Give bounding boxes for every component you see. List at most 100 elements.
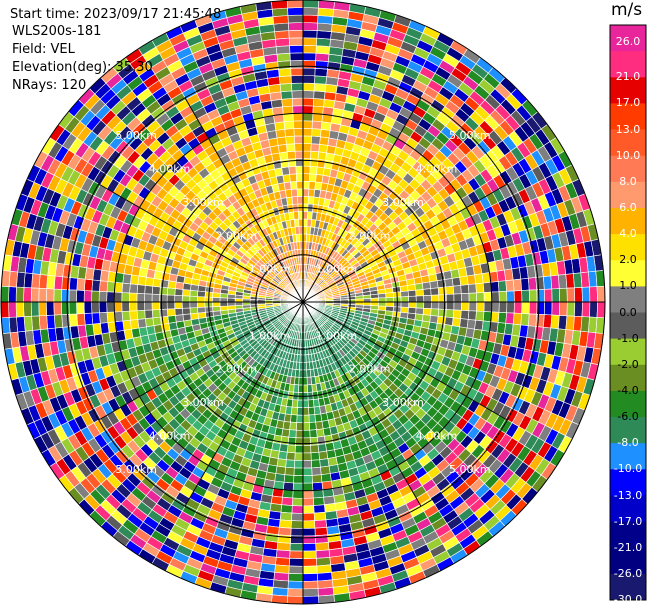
velocity-gate (566, 287, 576, 303)
velocity-gate (474, 273, 484, 285)
velocity-gate (536, 289, 545, 303)
velocity-gate (528, 289, 538, 303)
velocity-gate (38, 287, 48, 303)
colorbar-tick-label: -17.0 (613, 514, 643, 528)
velocity-gate (283, 120, 295, 130)
velocity-gate (302, 505, 315, 514)
velocity-gate (144, 301, 153, 311)
velocity-gate (452, 285, 462, 295)
velocity-gate (151, 293, 161, 303)
colorbar-tick-label: -4.0 (617, 383, 639, 397)
velocity-gate (287, 14, 304, 24)
velocity-gate (415, 289, 424, 297)
range-ring-label: 1.00km (249, 329, 291, 342)
velocity-gate (302, 143, 312, 152)
velocity-gate (166, 308, 176, 317)
velocity-gate (415, 295, 425, 303)
velocity-gate (15, 301, 25, 318)
velocity-gate (302, 542, 317, 552)
velocity-gate (288, 29, 304, 39)
velocity-gate (302, 557, 318, 567)
velocity-gate (76, 289, 85, 303)
velocity-gate (316, 556, 331, 567)
velocity-gate (313, 511, 327, 521)
velocity-gate (291, 97, 304, 107)
velocity-gate (314, 526, 328, 537)
velocity-gate (136, 309, 146, 320)
velocity-gate (512, 312, 522, 326)
velocity-gate (302, 429, 311, 439)
velocity-gate (316, 37, 331, 48)
velocity-gate (320, 128, 331, 139)
velocity-gate (129, 319, 140, 330)
velocity-gate (451, 276, 462, 287)
velocity-gate (159, 315, 170, 325)
colorbar-tick-label: -13.0 (613, 488, 643, 502)
velocity-gate (295, 429, 304, 439)
colorbar-tick-label: 6.0 (619, 201, 637, 214)
velocity-gate (23, 315, 34, 332)
velocity-gate (99, 280, 109, 293)
velocity-gate (197, 306, 206, 314)
velocity-gate (275, 556, 290, 567)
velocity-gate (280, 158, 290, 169)
velocity-gate (174, 288, 184, 297)
velocity-gate (312, 98, 325, 108)
velocity-gate (174, 301, 183, 310)
velocity-gate (423, 294, 432, 303)
velocity-gate (438, 301, 447, 310)
velocity-gate (362, 298, 372, 303)
velocity-gate (281, 98, 294, 108)
velocity-gate (580, 316, 590, 333)
velocity-gate (438, 294, 447, 303)
velocity-gate (451, 317, 462, 328)
velocity-gate (129, 310, 139, 321)
velocity-gate (182, 289, 191, 297)
velocity-gate (0, 301, 10, 319)
velocity-gate (278, 526, 292, 537)
field-label: Field: VEL (12, 42, 75, 57)
velocity-gate (302, 112, 314, 122)
velocity-gate (288, 565, 304, 575)
velocity-gate (159, 294, 168, 303)
velocity-gate (83, 290, 93, 303)
velocity-gate (302, 52, 317, 62)
velocity-gate (316, 428, 325, 438)
velocity-gate (370, 297, 379, 303)
velocity-gate (315, 420, 324, 430)
velocity-gate (190, 312, 199, 321)
velocity-gate (565, 315, 575, 331)
velocity-gate (314, 534, 329, 544)
velocity-gate (290, 527, 304, 537)
velocity-gate (385, 296, 394, 303)
velocity-gate (408, 295, 417, 303)
velocity-gate (312, 481, 324, 491)
velocity-gate (498, 301, 508, 314)
velocity-gate (286, 196, 294, 206)
velocity-gate (482, 311, 492, 323)
velocity-gate (313, 406, 322, 415)
range-ring-label: 5.00km (115, 129, 157, 142)
velocity-gate (136, 292, 146, 303)
velocity-gate (310, 459, 321, 469)
velocity-gate (378, 297, 387, 303)
velocity-gate (302, 407, 310, 416)
velocity-gate (272, 15, 289, 25)
velocity-gate (520, 313, 530, 327)
velocity-gate (287, 158, 297, 168)
velocity-gate (498, 290, 508, 303)
velocity-gate (292, 482, 304, 492)
velocity-gate (284, 466, 295, 476)
velocity-gate (292, 105, 304, 114)
range-ring-label: 1.00km (249, 263, 291, 276)
velocity-gate (302, 527, 316, 537)
range-ring-label: 4.00km (416, 163, 458, 176)
velocity-gate (113, 301, 123, 313)
velocity-gate (159, 286, 169, 296)
velocity-gate (297, 195, 304, 205)
colorbar-tick-label: 21.0 (615, 70, 641, 84)
velocity-gate (430, 301, 440, 310)
velocity-gate (309, 436, 319, 446)
velocity-gate (309, 429, 318, 439)
velocity-gate (527, 277, 538, 291)
